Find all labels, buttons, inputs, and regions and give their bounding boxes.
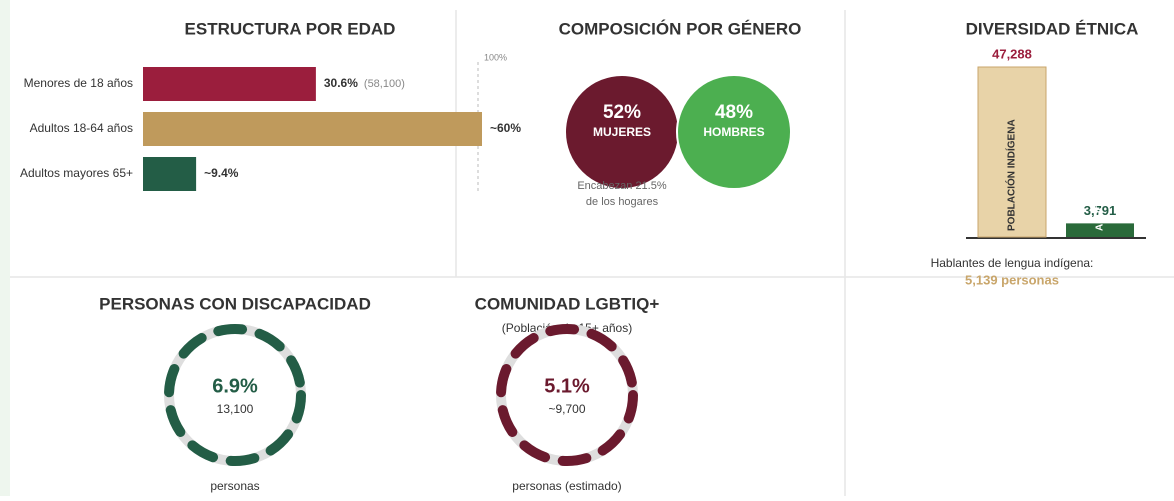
caption: personas (estimado) bbox=[512, 479, 621, 493]
bar bbox=[1066, 223, 1134, 237]
footer-value: 5,139 personas bbox=[965, 272, 1059, 287]
bar bbox=[977, 66, 1047, 238]
ring bbox=[164, 324, 306, 466]
gender-name: MUJERES bbox=[593, 125, 651, 139]
value-label: 3,791 bbox=[1084, 203, 1117, 218]
ring bbox=[496, 324, 638, 466]
note: Encabezan 21.5% bbox=[577, 180, 667, 192]
note: de los hogares bbox=[586, 196, 659, 208]
gender-name: HOMBRES bbox=[703, 125, 764, 139]
value-label: ~9.4% bbox=[204, 166, 239, 180]
panel-title: DIVERSIDAD ÉTNICA bbox=[966, 19, 1139, 38]
bar-name: AFROMEXICANA bbox=[1095, 149, 1106, 231]
bar-name: POBLACIÓN INDÍGENA bbox=[1005, 119, 1018, 231]
row-label: Adultos 18-64 años bbox=[30, 121, 133, 135]
edge bbox=[0, 0, 10, 496]
value-label: 30.6% bbox=[324, 76, 358, 90]
bar bbox=[143, 157, 197, 191]
bar bbox=[143, 67, 316, 101]
scale-label: 100% bbox=[484, 52, 507, 62]
ring-value: 6.9% bbox=[212, 375, 258, 397]
row-label: Adultos mayores 65+ bbox=[20, 166, 133, 180]
value-label: 47,288 bbox=[992, 46, 1032, 61]
gender-value: 48% bbox=[715, 102, 753, 123]
footer: Hablantes de lengua indígena: bbox=[931, 256, 1094, 270]
ring-count: ~9,700 bbox=[548, 402, 585, 416]
note: (58,100) bbox=[364, 78, 405, 90]
caption: personas bbox=[210, 479, 259, 493]
value-label: ~60% bbox=[490, 121, 521, 135]
gender-value: 52% bbox=[603, 102, 641, 123]
ring-count: 13,100 bbox=[217, 402, 254, 416]
ring-value: 5.1% bbox=[544, 375, 590, 397]
panel-title: COMPOSICIÓN POR GÉNERO bbox=[559, 19, 802, 38]
row-label: Menores de 18 años bbox=[24, 76, 133, 90]
panel-title: COMUNIDAD LGBTIQ+ bbox=[475, 294, 660, 313]
panel-title: PERSONAS CON DISCAPACIDAD bbox=[99, 294, 371, 313]
gender-circle bbox=[676, 74, 792, 190]
bar bbox=[143, 112, 482, 146]
panel-title: ESTRUCTURA POR EDAD bbox=[185, 19, 396, 38]
